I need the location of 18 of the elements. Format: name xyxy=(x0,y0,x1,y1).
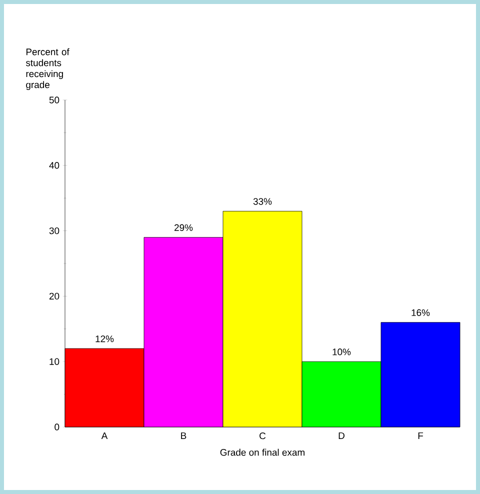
data-label: 16% xyxy=(412,309,430,316)
x-tick-label: A xyxy=(101,432,108,439)
y-tick-label: 20 xyxy=(49,292,60,300)
y-tick-label: 30 xyxy=(49,227,60,234)
x-tick-label: B xyxy=(181,432,186,439)
y-axis-title: Percent of students receiving grade xyxy=(26,48,70,90)
x-tick-label: D xyxy=(338,432,344,439)
y-tick-label: 50 xyxy=(49,96,60,104)
x-tick-label: F xyxy=(418,432,424,439)
data-label: 33% xyxy=(253,198,272,205)
y-tick-label: 40 xyxy=(49,162,60,169)
x-axis-title: Grade on final exam xyxy=(220,448,304,456)
data-label: 10% xyxy=(332,348,351,356)
data-label: 12% xyxy=(96,335,114,342)
y-tick-label: 0 xyxy=(54,424,60,430)
y-tick-label: 10 xyxy=(50,358,60,365)
data-label: 29% xyxy=(174,224,193,231)
x-tick-label: C xyxy=(260,432,266,440)
